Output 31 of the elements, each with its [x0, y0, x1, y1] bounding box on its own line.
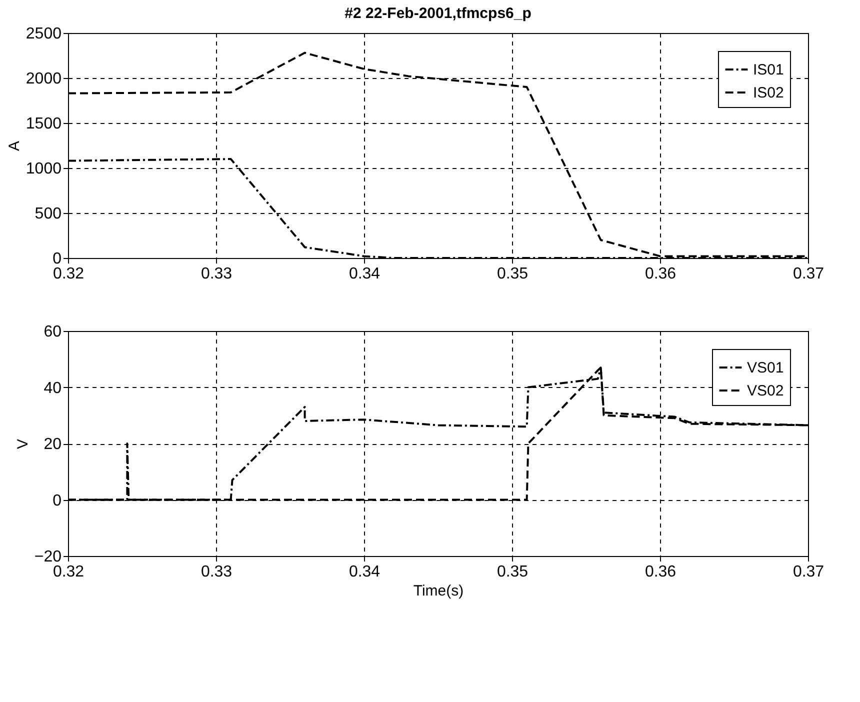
y-tick-label: 2000 [26, 70, 62, 88]
x-tick-label: 0.37 [792, 564, 824, 580]
y-axis-title: V [14, 438, 32, 450]
x-tick-label: 0.32 [52, 266, 84, 282]
y-tick-label: 500 [34, 206, 62, 222]
y-tick-label: 60 [44, 324, 62, 340]
x-tick-label: 0.35 [496, 266, 528, 282]
chart-title: #2 22-Feb-2001,tfmcps6_p [344, 5, 532, 22]
x-axis-title: Time(s) [413, 582, 464, 600]
y-tick-label: 0 [52, 250, 62, 268]
x-tick-label: 0.36 [644, 564, 676, 580]
legend-label: IS01 [753, 62, 784, 78]
y-tick-label: 0 [52, 492, 62, 510]
legend-label: VS01 [747, 360, 784, 376]
legend-label: IS02 [753, 84, 784, 102]
y-axis-title: A [6, 140, 23, 152]
x-tick-label: 0.37 [792, 266, 824, 282]
x-tick-label: 0.32 [52, 564, 84, 580]
y-tick-label: 2500 [26, 26, 62, 42]
x-tick-label: 0.36 [644, 266, 676, 282]
y-tick-label: 20 [44, 436, 62, 453]
x-tick-label: 0.35 [496, 564, 528, 580]
y-tick-label: 1500 [26, 116, 62, 132]
y-tick-label: −20 [34, 548, 62, 566]
y-tick-label: 40 [44, 380, 62, 397]
x-tick-label: 0.33 [200, 564, 232, 580]
legend-label: VS02 [747, 382, 784, 400]
y-tick-label: 1000 [26, 160, 62, 178]
x-tick-label: 0.34 [348, 266, 380, 282]
x-tick-label: 0.33 [200, 266, 232, 282]
x-tick-label: 0.34 [348, 564, 380, 580]
